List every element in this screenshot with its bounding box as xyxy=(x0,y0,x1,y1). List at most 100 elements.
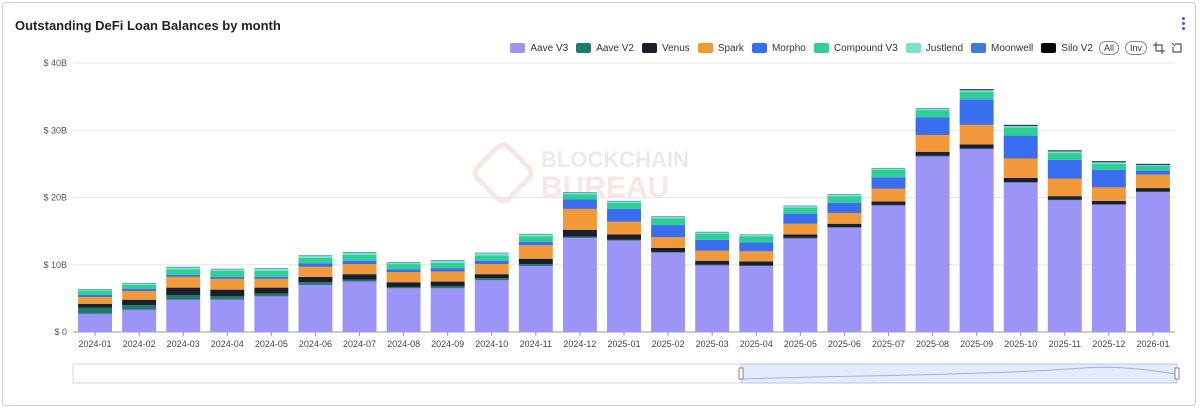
bar-segment-compound-v3[interactable] xyxy=(166,269,201,275)
bar-segment-moonwell[interactable] xyxy=(651,216,686,218)
bar-segment-justlend[interactable] xyxy=(122,283,157,285)
legend-item-silo-v2[interactable]: Silo V2 xyxy=(1041,43,1093,54)
legend-item-spark[interactable]: Spark xyxy=(697,43,744,54)
bar-segment-spark[interactable] xyxy=(562,208,597,230)
kebab-menu-icon[interactable] xyxy=(1181,17,1187,32)
bar-segment-venus[interactable] xyxy=(386,282,421,287)
bar-segment-venus[interactable] xyxy=(827,223,862,228)
bar-segment-aave-v2[interactable] xyxy=(474,278,509,281)
legend-item-morpho[interactable]: Morpho xyxy=(751,43,806,54)
bar-segment-aave-v3[interactable] xyxy=(342,281,377,332)
bar-segment-aave-v2[interactable] xyxy=(1047,199,1082,201)
bar-segment-aave-v2[interactable] xyxy=(783,237,818,239)
bar-segment-moonwell[interactable] xyxy=(122,282,157,284)
bar-segment-aave-v2[interactable] xyxy=(607,239,641,241)
bar-segment-aave-v2[interactable] xyxy=(651,251,686,253)
bar-segment-compound-v3[interactable] xyxy=(518,236,553,242)
bar-segment-venus[interactable] xyxy=(959,144,994,149)
bar-segment-venus[interactable] xyxy=(562,229,597,237)
bar-segment-justlend[interactable] xyxy=(474,253,509,256)
bar-segment-justlend[interactable] xyxy=(518,234,553,237)
bar-segment-justlend[interactable] xyxy=(871,168,906,170)
bar-segment-venus[interactable] xyxy=(871,201,906,205)
bar-segment-moonwell[interactable] xyxy=(518,233,553,235)
bar-segment-aave-v3[interactable] xyxy=(254,296,289,332)
bar-segment-compound-v3[interactable] xyxy=(783,207,818,214)
bar-segment-aave-v2[interactable] xyxy=(827,227,862,228)
bar-segment-justlend[interactable] xyxy=(783,206,818,208)
bar-segment-morpho[interactable] xyxy=(739,242,774,252)
bar-segment-compound-v3[interactable] xyxy=(651,218,686,226)
bar-segment-aave-v2[interactable] xyxy=(739,265,774,267)
navigator-left-handle[interactable] xyxy=(738,367,744,380)
bar-segment-spark[interactable] xyxy=(959,124,994,145)
bar-segment-justlend[interactable] xyxy=(915,108,950,111)
bar-segment-aave-v3[interactable] xyxy=(210,299,245,332)
bar-segment-morpho[interactable] xyxy=(695,239,730,251)
bar-segment-venus[interactable] xyxy=(342,274,377,280)
bar-segment-compound-v3[interactable] xyxy=(254,270,289,277)
bar-segment-moonwell[interactable] xyxy=(1135,164,1170,166)
bar-segment-aave-v2[interactable] xyxy=(871,204,906,206)
bar-segment-compound-v3[interactable] xyxy=(871,169,906,178)
bar-segment-justlend[interactable] xyxy=(739,235,774,237)
bar-segment-morpho[interactable] xyxy=(1047,159,1082,179)
bar-segment-aave-v2[interactable] xyxy=(342,279,377,282)
bar-segment-compound-v3[interactable] xyxy=(695,233,730,240)
bar-segment-morpho[interactable] xyxy=(562,199,597,209)
legend-all-button[interactable]: All xyxy=(1098,41,1119,55)
bar-segment-justlend[interactable] xyxy=(562,192,597,195)
bar-segment-aave-v2[interactable] xyxy=(298,282,333,285)
bar-segment-aave-v2[interactable] xyxy=(562,236,597,238)
bar-segment-venus[interactable] xyxy=(783,234,818,238)
zoom-reset-icon[interactable] xyxy=(1171,42,1183,54)
bar-segment-moonwell[interactable] xyxy=(959,89,994,91)
bar-segment-morpho[interactable] xyxy=(122,288,157,291)
bar-segment-morpho[interactable] xyxy=(298,263,333,267)
bar-segment-compound-v3[interactable] xyxy=(386,264,421,270)
bar-segment-compound-v3[interactable] xyxy=(1135,165,1170,171)
bar-segment-moonwell[interactable] xyxy=(783,205,818,207)
bar-segment-aave-v3[interactable] xyxy=(695,265,730,332)
bar-segment-silo-v2[interactable] xyxy=(1047,150,1082,152)
bar-segment-morpho[interactable] xyxy=(1003,135,1038,159)
bar-segment-compound-v3[interactable] xyxy=(430,262,465,269)
bar-segment-morpho[interactable] xyxy=(783,213,818,224)
bar-segment-justlend[interactable] xyxy=(166,267,201,270)
bar-segment-aave-v3[interactable] xyxy=(607,240,641,332)
bar-segment-moonwell[interactable] xyxy=(298,255,333,257)
bar-segment-aave-v2[interactable] xyxy=(210,296,245,300)
bar-segment-venus[interactable] xyxy=(1003,177,1038,183)
bar-segment-aave-v3[interactable] xyxy=(474,280,509,332)
bar-segment-aave-v3[interactable] xyxy=(166,299,201,332)
bar-segment-compound-v3[interactable] xyxy=(122,284,157,289)
bar-segment-spark[interactable] xyxy=(651,237,686,248)
navigator-right-handle[interactable] xyxy=(1174,367,1180,380)
bar-segment-aave-v2[interactable] xyxy=(1003,182,1038,183)
bar-segment-aave-v2[interactable] xyxy=(78,307,113,314)
bar-segment-moonwell[interactable] xyxy=(607,200,641,202)
bar-segment-aave-v2[interactable] xyxy=(254,293,289,297)
bar-segment-aave-v3[interactable] xyxy=(871,205,906,332)
crop-zoom-icon[interactable] xyxy=(1153,42,1165,54)
bar-segment-aave-v3[interactable] xyxy=(78,313,113,332)
legend-item-aave-v2[interactable]: Aave V2 xyxy=(576,43,634,54)
bar-segment-venus[interactable] xyxy=(739,261,774,266)
bar-segment-moonwell[interactable] xyxy=(1003,125,1038,127)
bar-segment-spark[interactable] xyxy=(871,188,906,202)
bar-segment-morpho[interactable] xyxy=(959,99,994,125)
bar-segment-spark[interactable] xyxy=(1003,158,1038,178)
bar-segment-moonwell[interactable] xyxy=(166,266,201,268)
bar-segment-spark[interactable] xyxy=(474,264,509,275)
bar-segment-compound-v3[interactable] xyxy=(607,202,641,209)
legend-item-justlend[interactable]: Justlend xyxy=(905,43,963,54)
bar-segment-aave-v2[interactable] xyxy=(386,286,421,289)
bar-segment-spark[interactable] xyxy=(1091,187,1126,201)
bar-segment-moonwell[interactable] xyxy=(210,268,245,270)
bar-segment-morpho[interactable] xyxy=(871,177,906,189)
bar-segment-moonwell[interactable] xyxy=(827,194,862,195)
bar-segment-venus[interactable] xyxy=(1091,200,1126,205)
bar-segment-justlend[interactable] xyxy=(607,201,641,203)
bar-segment-justlend[interactable] xyxy=(1047,151,1082,154)
bar-segment-aave-v2[interactable] xyxy=(1091,204,1126,205)
